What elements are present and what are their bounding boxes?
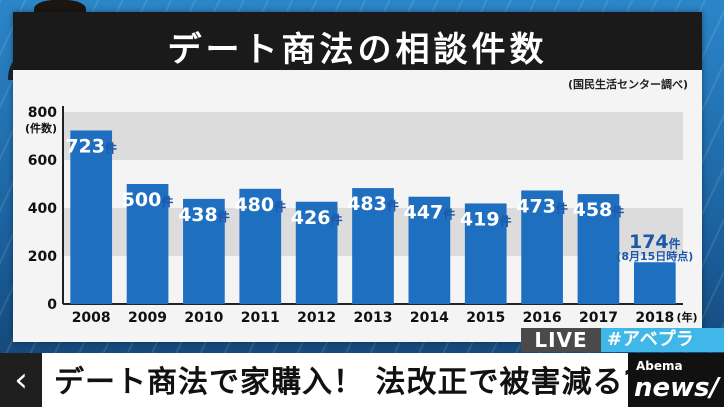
data-label: 480件	[234, 194, 286, 216]
data-label: 447件	[404, 202, 456, 224]
bar	[239, 188, 282, 304]
data-label: 500件	[122, 189, 174, 211]
y-tick-label: 600	[28, 153, 57, 169]
abema-news-logo: Abema news/	[628, 353, 724, 407]
bar	[521, 190, 563, 304]
x-tick-label: 2011	[241, 310, 280, 326]
lower-third-bar	[0, 353, 724, 407]
data-label: 419件	[460, 208, 512, 230]
data-label: 426件	[291, 207, 343, 229]
bar-chart: 0 200 400 600 800(件数) 723件 2008 500件 2009 438件 201…	[25, 105, 698, 326]
chart-panel: デート商法の相談件数 (国民生活センター調べ) 0 200 400 600 800 (件数…	[13, 12, 702, 342]
bar	[295, 201, 338, 304]
data-label: 723件	[65, 135, 117, 157]
x-tick-label: 2009	[128, 310, 167, 326]
bar	[577, 194, 620, 304]
x-tick-label: 2010	[184, 310, 223, 326]
x-tick-label: 2017	[579, 310, 618, 326]
y-tick-label: 0	[47, 297, 57, 313]
x-tick-label: 2015	[466, 310, 505, 326]
hashtag-badge: #アベプラ	[601, 328, 724, 352]
chart-title: デート商法の相談件数	[167, 30, 548, 70]
source-note: (国民生活センター調べ)	[567, 78, 688, 91]
bar	[633, 262, 676, 304]
chevron-left-icon: ‹	[14, 360, 28, 400]
logo-main-text: news/	[634, 373, 720, 403]
data-label: 174件	[629, 231, 681, 253]
y-tick-label: 400	[28, 201, 57, 217]
x-tick-label: 2008	[72, 310, 111, 326]
bar	[408, 196, 451, 304]
y-tick-label: 800	[28, 105, 57, 121]
x-tick-label: 2018	[635, 310, 674, 326]
live-badge: LIVE	[521, 328, 601, 352]
x-tick-label: 2014	[410, 310, 449, 326]
x-tick-label: 2012	[297, 310, 336, 326]
x-tick-label: 2013	[354, 310, 393, 326]
bar	[70, 130, 113, 304]
y-axis-label: (件数)	[25, 121, 57, 135]
data-note: (8月15日時点)	[616, 249, 693, 263]
x-axis-unit: (年)	[676, 310, 697, 324]
bar	[352, 188, 394, 304]
data-label: 458件	[573, 199, 625, 221]
bar	[183, 198, 225, 304]
bar	[126, 184, 169, 304]
x-tick-label: 2016	[523, 310, 562, 326]
bar	[464, 203, 507, 304]
data-label: 438件	[178, 204, 230, 226]
y-tick-label: 200	[28, 249, 57, 265]
logo-top-text: Abema	[636, 359, 683, 373]
back-button[interactable]: ‹	[0, 353, 42, 407]
grid-band	[63, 112, 683, 160]
data-label: 483件	[347, 193, 399, 215]
chart-title-bar: デート商法の相談件数	[13, 12, 702, 70]
headline-text: デート商法で家購入！ 法改正で被害減る?	[54, 365, 642, 400]
data-label: 473件	[516, 195, 568, 217]
